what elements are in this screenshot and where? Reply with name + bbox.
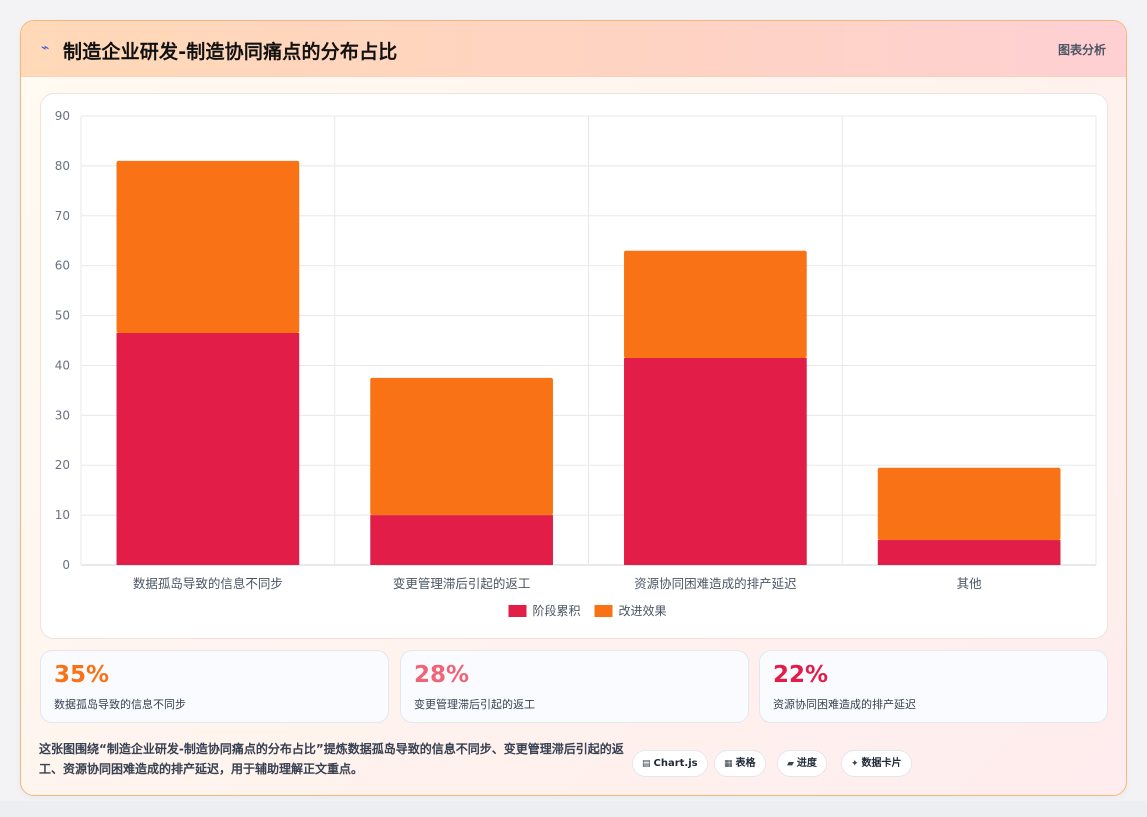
page-bottom-strip: [0, 801, 1147, 817]
card-header: ⌁ 制造企业研发-制造协同痛点的分布占比 图表分析: [21, 21, 1126, 77]
chart-icon: ▤: [642, 759, 651, 769]
chip-table[interactable]: ▦ 表格: [714, 750, 766, 777]
y-tick-label: 20: [55, 458, 70, 472]
bar-segment: [624, 250, 807, 358]
bar-segment: [370, 377, 553, 516]
legend-label: 改进效果: [619, 603, 667, 618]
x-tick-label: 数据孤岛导致的信息不同步: [133, 576, 283, 591]
chart-description: 这张图围绕“制造企业研发-制造协同痛点的分布占比”提炼数据孤岛导致的信息不同步、…: [39, 742, 624, 776]
chart-card: ⌁ 制造企业研发-制造协同痛点的分布占比 图表分析 0 10 20 30 40 50 60 7…: [20, 20, 1127, 796]
table-icon: ▦: [724, 759, 733, 769]
y-tick-label: 10: [55, 508, 70, 522]
x-tick-label: 其他: [957, 576, 983, 591]
chip-progress[interactable]: ▰ 进度: [777, 750, 827, 777]
bar-segment: [877, 540, 1061, 565]
stat-card: 28% 变更管理滞后引起的返工: [400, 650, 749, 723]
bar-segment: [116, 160, 300, 334]
y-tick-label: 70: [55, 209, 70, 223]
chip-label: 进度: [796, 758, 817, 769]
stat-label: 数据孤岛导致的信息不同步: [54, 698, 186, 711]
header-tag: 图表分析: [1057, 43, 1106, 57]
y-tick-label: 60: [55, 259, 70, 273]
bar-segment: [370, 515, 553, 565]
bar-segment: [116, 333, 300, 565]
stat-card: 22% 资源协同困难造成的排产延迟: [759, 650, 1108, 723]
stat-label: 变更管理滞后引起的返工: [414, 698, 535, 711]
stat-value: 22%: [773, 662, 829, 688]
y-tick-label: 30: [55, 408, 70, 422]
y-tick-label: 80: [55, 159, 70, 173]
stacked-bar-chart: 0 10 20 30 40 50 60 70 80 90 数据孤岛导致的信息不同步 变更管理滞后引起的…: [55, 109, 1097, 618]
y-tick-label: 0: [62, 558, 70, 572]
page-title: 制造企业研发-制造协同痛点的分布占比: [63, 41, 398, 63]
y-tick-label: 50: [55, 309, 70, 323]
x-tick-label: 变更管理滞后引起的返工: [393, 576, 531, 591]
stat-cards: 35% 数据孤岛导致的信息不同步 28% 变更管理滞后引起的返工 22% 资源协…: [40, 650, 1108, 724]
chart-panel: 0 10 20 30 40 50 60 70 80 90 数据孤岛导致的信息不同步 变更管理滞后引起的…: [40, 93, 1108, 639]
chip-data-card[interactable]: ✦ 数据卡片: [841, 750, 912, 777]
stat-card: 35% 数据孤岛导致的信息不同步: [40, 650, 389, 723]
bar-segment: [877, 467, 1061, 541]
progress-icon: ▰: [787, 759, 794, 769]
x-tick-label: 资源协同困难造成的排产延迟: [634, 576, 797, 591]
legend-label: 阶段累积: [533, 603, 581, 618]
legend-swatch: [508, 605, 527, 617]
chip-label: 表格: [735, 758, 756, 769]
y-tick-label: 40: [55, 358, 70, 372]
chip-label: 数据卡片: [861, 758, 902, 769]
stat-value: 28%: [414, 662, 470, 688]
stat-value: 35%: [54, 662, 110, 688]
chip-label: Chart.js: [653, 758, 698, 769]
legend-swatch: [594, 605, 613, 617]
chip-chartjs[interactable]: ▤ Chart.js: [632, 750, 708, 777]
sparkle-icon: ✦: [851, 759, 859, 769]
bar-segment: [624, 357, 807, 565]
y-tick-label: 90: [55, 109, 70, 123]
stat-label: 资源协同困难造成的排产延迟: [773, 698, 916, 711]
chart-logo-icon: ⌁: [41, 40, 50, 56]
